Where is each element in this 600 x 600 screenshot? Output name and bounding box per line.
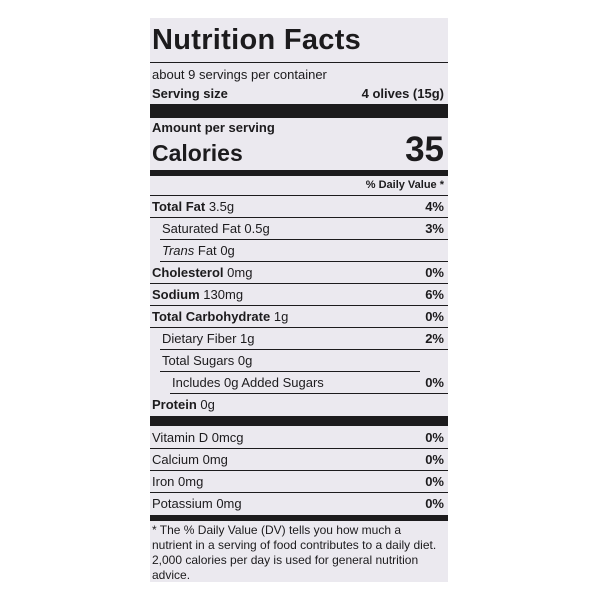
- nutrient-amount: 0g: [237, 353, 253, 368]
- footnote: * The % Daily Value (DV) tells you how m…: [152, 523, 437, 582]
- nutrient-amount: 0g: [220, 243, 235, 258]
- serving-size-value: 4 olives (15g): [361, 86, 444, 101]
- vitamin-row: Iron 0mg 0%: [150, 471, 448, 493]
- nutrient-dv: 6%: [425, 287, 444, 302]
- nutrient-amount: 1g: [240, 331, 255, 346]
- nutrient-amount: 0.5g: [244, 221, 270, 236]
- nutrient-dv: 3%: [425, 221, 444, 236]
- calories-value: 35: [405, 130, 444, 169]
- vitamin-amount: 0mg: [216, 496, 242, 511]
- nutrient-row: Dietary Fiber 1g 2%: [160, 328, 448, 350]
- vitamin-row: Potassium 0mg 0%: [150, 493, 448, 514]
- nutrient-name: Includes 0g Added Sugars: [172, 375, 324, 390]
- nutrient-dv: 0%: [425, 265, 444, 280]
- vitamin-row: Calcium 0mg 0%: [150, 449, 448, 471]
- title: Nutrition Facts: [152, 24, 362, 56]
- nutrient-row: Saturated Fat 0.5g 3%: [160, 218, 448, 240]
- nutrient-row: Sodium 130mg 6%: [150, 284, 448, 306]
- nutrient-name: Total Sugars: [162, 353, 235, 368]
- rule: [150, 195, 448, 196]
- nutrient-name: Total Carbohydrate: [152, 309, 271, 324]
- nutrient-row: Cholesterol 0mg 0%: [150, 262, 448, 284]
- nutrient-row: Total Fat 3.5g 4%: [150, 196, 448, 218]
- servings: about 9 servings per container: [152, 67, 327, 82]
- nutrient-row: Trans Fat 0g: [160, 240, 448, 262]
- vitamin-dv: 0%: [425, 452, 444, 467]
- serving-size-label: Serving size: [152, 86, 228, 101]
- nutrient-name: Total Fat: [152, 199, 206, 214]
- nutrient-name: Cholesterol: [152, 265, 224, 280]
- amount-per-serving: Amount per serving: [152, 120, 275, 135]
- nutrient-dv: 4%: [425, 199, 444, 214]
- nutrient-amount: 130mg: [203, 287, 244, 302]
- nutrient-row: Total Sugars 0g: [160, 350, 420, 372]
- nutrient-name-italic: Trans: [162, 243, 195, 258]
- nutrient-name: Fat: [197, 243, 217, 258]
- vitamin-row: Vitamin D 0mcg 0%: [150, 427, 448, 449]
- vitamin-amount: 0mg: [178, 474, 204, 489]
- nutrient-dv: 0%: [425, 375, 444, 390]
- nutrient-dv: 0%: [425, 309, 444, 324]
- vitamin-name: Calcium: [152, 452, 199, 467]
- nutrient-amount: 3.5g: [208, 199, 235, 214]
- vitamin-amount: 0mg: [202, 452, 228, 467]
- nutrient-amount: 0mg: [227, 265, 253, 280]
- vitamin-amount: 0mcg: [211, 430, 244, 445]
- vitamin-name: Vitamin D: [152, 430, 209, 445]
- vitamin-dv: 0%: [425, 474, 444, 489]
- vitamin-dv: 0%: [425, 496, 444, 511]
- rule: [150, 62, 448, 63]
- nutrient-amount: 0g: [200, 397, 215, 412]
- thick-rule: [150, 416, 448, 426]
- nutrient-dv: 2%: [425, 331, 444, 346]
- calories-label: Calories: [152, 140, 243, 166]
- thick-rule: [150, 104, 448, 118]
- medium-rule: [150, 170, 448, 176]
- vitamin-dv: 0%: [425, 430, 444, 445]
- vitamin-name: Potassium: [152, 496, 213, 511]
- nutrition-label: Nutrition Facts about 9 servings per con…: [150, 18, 448, 582]
- nutrient-name: Saturated Fat: [162, 221, 241, 236]
- medium-rule: [150, 515, 448, 521]
- nutrient-name: Protein: [152, 397, 197, 412]
- nutrient-name: Dietary Fiber: [162, 331, 237, 346]
- nutrient-row: Includes 0g Added Sugars 0%: [170, 372, 448, 394]
- daily-value-header: % Daily Value *: [365, 179, 444, 191]
- nutrient-row: Total Carbohydrate 1g 0%: [150, 306, 448, 328]
- nutrient-name: Sodium: [152, 287, 200, 302]
- vitamin-name: Iron: [152, 474, 175, 489]
- nutrient-row: Protein 0g: [150, 394, 448, 415]
- nutrient-amount: 1g: [273, 309, 289, 324]
